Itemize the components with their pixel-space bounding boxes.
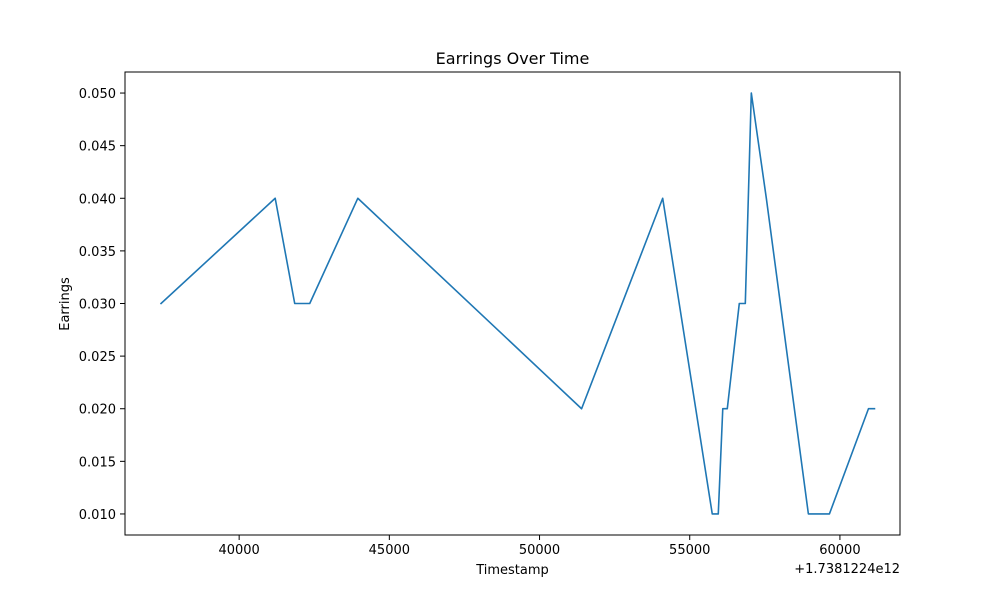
chart-title: Earrings Over Time bbox=[436, 49, 590, 68]
x-axis-offset-label: +1.7381224e12 bbox=[794, 562, 900, 577]
y-tick-label: 0.045 bbox=[79, 140, 116, 155]
y-tick-label: 0.050 bbox=[79, 87, 116, 102]
x-tick-label: 50000 bbox=[519, 543, 560, 558]
y-tick-label: 0.025 bbox=[79, 350, 116, 365]
x-axis-ticks: 40000 45000 50000 55000 60000 bbox=[218, 535, 861, 558]
x-tick-label: 45000 bbox=[369, 543, 410, 558]
y-tick-label: 0.010 bbox=[79, 508, 116, 523]
y-tick-label: 0.020 bbox=[79, 403, 116, 418]
y-tick-label: 0.035 bbox=[79, 245, 116, 260]
y-axis-ticks: 0.010 0.015 0.020 0.025 0.030 0.035 0.040 0.045… bbox=[79, 87, 125, 523]
x-tick-label: 40000 bbox=[218, 543, 259, 558]
x-tick-label: 60000 bbox=[819, 543, 860, 558]
x-tick-label: 55000 bbox=[669, 543, 710, 558]
series-layer bbox=[159, 92, 876, 515]
y-tick-label: 0.015 bbox=[79, 455, 116, 470]
y-axis-label: Earrings bbox=[58, 277, 73, 331]
series-line bbox=[159, 92, 876, 515]
y-tick-label: 0.030 bbox=[79, 298, 116, 313]
y-tick-label: 0.040 bbox=[79, 192, 116, 207]
x-axis-label: Timestamp bbox=[475, 563, 549, 578]
